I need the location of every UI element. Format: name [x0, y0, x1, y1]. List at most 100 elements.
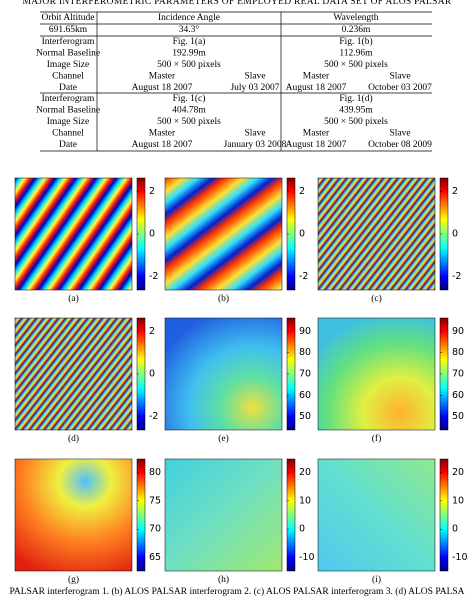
table-cell: 192.99m	[172, 49, 206, 59]
colorbar-tick-label: 70	[452, 369, 464, 380]
table-cell: 691.65km	[49, 25, 88, 35]
colorbar-tick-label: 0	[299, 229, 305, 240]
colorbar	[439, 458, 449, 572]
map-image	[164, 177, 283, 291]
colorbar-tick-label: 0	[452, 524, 458, 535]
colorbar-tick-label: 50	[299, 411, 311, 422]
colorbar-tick-label: 50	[452, 411, 464, 422]
table-cell: August 18 2007	[132, 140, 193, 150]
table-cell: 112.96m	[339, 49, 373, 59]
table-header: Wavelength	[333, 13, 378, 23]
colorbar-tick-label: -10	[299, 552, 315, 563]
panel-label: (c)	[371, 293, 382, 304]
colorbar-tick-label: 10	[299, 495, 311, 506]
table-cell: August 18 2007	[286, 140, 347, 150]
table-cell: 0.236m	[342, 25, 371, 35]
panel-label: (h)	[218, 574, 229, 585]
panel-label: (g)	[68, 574, 79, 585]
table-cell: Image Size	[47, 117, 89, 127]
map-image	[317, 177, 436, 291]
table-cell: August 18 2007	[286, 83, 347, 93]
table-cell: Slave	[244, 129, 265, 139]
table-cell: October 03 2007	[368, 83, 432, 93]
map-image	[14, 458, 133, 572]
table-header: Incidence Angle	[158, 13, 220, 23]
colorbar-tick-label: -2	[299, 271, 308, 282]
panel-label: (a)	[68, 293, 79, 304]
table-cell: Fig. 1(b)	[339, 36, 372, 47]
colorbar-tick-label: 60	[299, 390, 311, 401]
table-cell: Interferogram	[42, 36, 95, 47]
colorbar-tick-label: 80	[149, 467, 161, 478]
panel-label: (i)	[372, 574, 381, 585]
colorbar-tick-label: 70	[149, 524, 161, 535]
colorbar-tick-label: 75	[149, 495, 161, 506]
panel-label: (f)	[372, 433, 382, 444]
colorbar-tick-label: -10	[452, 552, 468, 563]
table-cell: 404.78m	[172, 106, 206, 116]
colorbar-tick-label: 90	[452, 326, 464, 337]
table-cell: Interferogram	[42, 93, 95, 104]
colorbar-tick-label: 60	[452, 390, 464, 401]
panel-label: (e)	[218, 433, 229, 444]
map-image	[317, 458, 436, 572]
table-cell: 500 × 500 pixels	[324, 117, 388, 127]
colorbar-tick-label: 2	[149, 326, 155, 337]
colorbar-tick-label: 80	[299, 347, 311, 358]
table-title: MAJOR INTERFEROMETRIC PARAMETERS OF EMPL…	[23, 0, 452, 7]
colorbar-tick-label: 2	[299, 186, 305, 197]
table-cell: July 03 2007	[230, 83, 279, 93]
table-header: Orbit Altitude	[41, 13, 94, 23]
table-cell: Channel	[52, 129, 84, 139]
map-image	[317, 317, 436, 431]
colorbar-tick-label: 65	[149, 552, 161, 563]
table	[40, 11, 432, 152]
table-cell: August 18 2007	[132, 83, 193, 93]
map-image	[164, 317, 283, 431]
table-cell: Slave	[389, 129, 410, 139]
table-cell: Fig. 1(d)	[339, 93, 372, 104]
colorbar-tick-label: 0	[299, 524, 305, 535]
table-cell: Date	[59, 83, 77, 93]
table-cell: Fig. 1(a)	[173, 36, 206, 47]
table-cell: Slave	[389, 72, 410, 82]
colorbar-tick-label: 80	[452, 347, 464, 358]
table-cell: Master	[149, 129, 176, 139]
map-image	[14, 317, 133, 431]
table-cell: 439.95m	[339, 106, 373, 116]
colorbar-tick-label: 20	[452, 467, 464, 478]
table-cell: 500 × 500 pixels	[324, 60, 388, 70]
colorbar	[136, 458, 146, 572]
colorbar-tick-label: 2	[149, 186, 155, 197]
colorbar-tick-label: -2	[149, 411, 158, 422]
figure-caption: PALSAR interferogram 1. (b) ALOS PALSAR …	[9, 586, 464, 597]
table-cell: Fig. 1(c)	[173, 93, 206, 104]
colorbar-tick-label: 90	[299, 326, 311, 337]
colorbar-tick-label: -2	[452, 271, 461, 282]
colorbar-tick-label: 70	[299, 369, 311, 380]
colorbar-tick-label: 0	[452, 229, 458, 240]
table-cell: Channel	[52, 72, 84, 82]
colorbar	[286, 458, 296, 572]
table-cell: Date	[59, 140, 77, 150]
table-cell: Normal Baseline	[36, 49, 100, 59]
table-cell: Normal Baseline	[36, 106, 100, 116]
map-image	[164, 458, 283, 572]
table-cell: Image Size	[47, 60, 89, 70]
map-image	[14, 177, 133, 291]
table-cell: 500 × 500 pixels	[157, 117, 221, 127]
colorbar-tick-label: 10	[452, 495, 464, 506]
panel-label: (b)	[218, 293, 229, 304]
table-cell: 34.3°	[179, 24, 200, 35]
panel-label: (d)	[68, 433, 79, 444]
table-cell: 500 × 500 pixels	[157, 60, 221, 70]
table-cell: Master	[149, 72, 176, 82]
colorbar-tick-label: 2	[452, 186, 458, 197]
table-cell: January 03 2008	[224, 140, 287, 150]
colorbar-tick-label: 20	[299, 467, 311, 478]
table-cell: October 08 2009	[368, 140, 432, 150]
colorbar-tick-label: 0	[149, 229, 155, 240]
colorbar-tick-label: -2	[149, 271, 158, 282]
